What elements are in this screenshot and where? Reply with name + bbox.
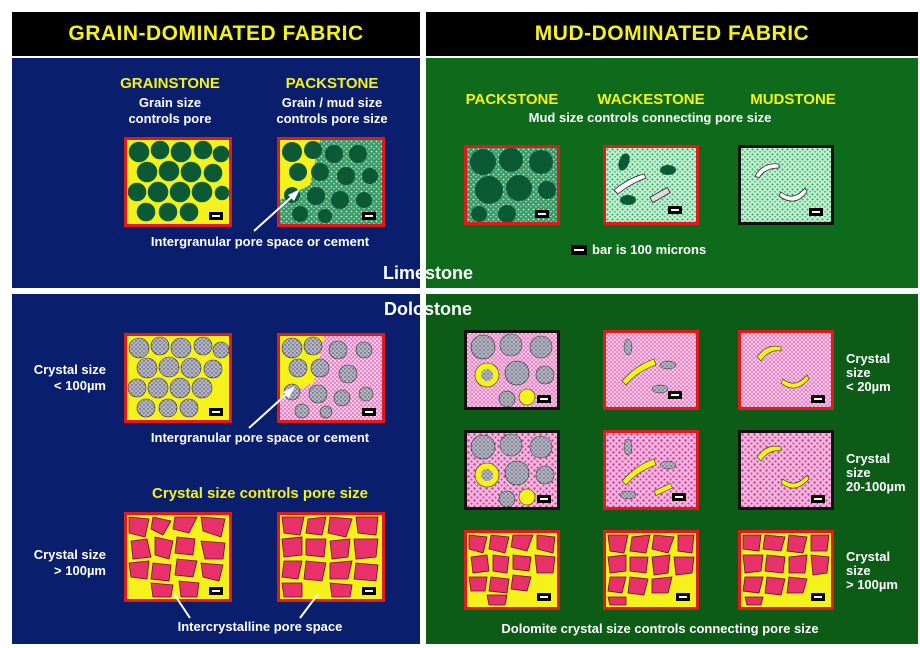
dolo-mud-packstone-fine <box>464 330 560 410</box>
dolo-packstone-illustration <box>280 336 382 420</box>
crystal-large-illustration-1 <box>127 515 229 599</box>
crystal-size-controls-caption: Crystal size controls pore size <box>152 485 368 502</box>
right-row3-label-1: Crystal <box>846 549 891 564</box>
dolo-mud-packstone-fine-illustration <box>467 333 557 407</box>
crystal-large-illustration-2 <box>280 515 382 599</box>
right-row3-label-2: size <box>846 563 871 578</box>
header-right-text: MUD-DOMINATED FABRIC <box>534 22 810 45</box>
wackestone-illustration <box>606 148 696 222</box>
grainstone-caption-2: controls pore <box>128 111 212 126</box>
packstone-right-title: PACKSTONE <box>465 91 559 108</box>
dolo-crystal-mudstone <box>738 530 834 610</box>
grainstone-title: GRAINSTONE <box>120 75 220 92</box>
packstone-mud-illustration <box>467 148 557 222</box>
dolo-grainstone-illustration <box>127 336 229 420</box>
dolo-wackestone-fine-illustration <box>606 333 696 407</box>
right-row2-label-1: Crystal <box>846 451 891 466</box>
dolomite-bottom-caption: Dolomite crystal size controls connectin… <box>501 621 819 636</box>
dolo-wackestone-fine <box>603 330 699 410</box>
dolo-mud-packstone-medium <box>464 430 560 510</box>
dolo-crystal-mudstone-illustration <box>741 533 831 607</box>
dolo-mudstone-medium-illustration <box>741 433 831 507</box>
left-row1-label-2: < 100µm <box>54 378 106 393</box>
header-left-text: GRAIN-DOMINATED FABRIC <box>68 22 364 45</box>
right-row1-label-1: Crystal <box>846 351 891 366</box>
right-row3-label-3: > 100µm <box>846 577 898 592</box>
intercrystalline-caption: Intercrystalline pore space <box>177 619 343 634</box>
dolo-crystal-wackestone <box>603 530 699 610</box>
dolo-wackestone-medium-illustration <box>606 433 696 507</box>
right-row2-label-2: size <box>846 465 871 480</box>
dolo-pore-pointer-arrow <box>248 386 295 429</box>
intercrystalline-pointer-arrows <box>173 593 319 619</box>
scale-caption: bar is 100 microns <box>592 242 707 257</box>
packstone-left-title: PACKSTONE <box>285 75 379 92</box>
dolo-mud-packstone-medium-illustration <box>467 433 557 507</box>
mudstone-illustration <box>741 148 831 222</box>
pore-pointer-arrow <box>253 189 300 232</box>
scale-bar-icon <box>571 245 587 255</box>
grainstone-sample <box>124 137 232 227</box>
packstone-left-caption-1: Grain / mud size <box>281 95 383 110</box>
dolo-mudstone-medium <box>738 430 834 510</box>
mudstone-title: MUDSTONE <box>750 91 836 108</box>
dolo-mudstone-fine <box>738 330 834 410</box>
left-row2-label-2: > 100µm <box>54 563 106 578</box>
intergranular-caption-dolostone: Intergranular pore space or cement <box>150 430 370 445</box>
dolostone-label: Dolostone <box>384 299 472 319</box>
grainstone-illustration <box>127 140 229 224</box>
header-grain-dominated: GRAIN-DOMINATED FABRIC <box>12 12 420 56</box>
dolo-packstone-sample <box>277 333 385 423</box>
wackestone-sample <box>603 145 699 225</box>
left-row2-label-1: Crystal size <box>33 547 106 562</box>
right-row1-label-3: < 20µm <box>846 379 891 394</box>
packstone-mud-sample <box>464 145 560 225</box>
dolo-crystal-packstone <box>464 530 560 610</box>
dolo-crystal-packstone-illustration <box>467 533 557 607</box>
dolo-wackestone-medium <box>603 430 699 510</box>
packstone-grain-mud-illustration <box>280 140 382 224</box>
header-mud-dominated: MUD-DOMINATED FABRIC <box>426 12 918 56</box>
grainstone-caption-1: Grain size <box>138 95 202 110</box>
crystal-large-sample-2 <box>277 512 385 602</box>
intergranular-caption-limestone: Intergranular pore space or cement <box>150 234 370 249</box>
dolo-crystal-wackestone-illustration <box>606 533 696 607</box>
mudstone-sample <box>738 145 834 225</box>
crystal-large-sample-1 <box>124 512 232 602</box>
right-row2-label-3: 20-100µm <box>846 479 906 494</box>
mud-size-caption: Mud size controls connecting pore size <box>528 110 772 125</box>
left-row1-label-1: Crystal size <box>33 362 106 377</box>
packstone-left-caption-2: controls pore size <box>276 111 388 126</box>
packstone-grain-mud-sample <box>277 137 385 227</box>
right-row1-label-2: size <box>846 365 871 380</box>
wackestone-title: WACKESTONE <box>597 91 705 108</box>
limestone-label: Limestone <box>382 263 474 283</box>
dolo-grainstone-sample <box>124 333 232 423</box>
dolo-mudstone-fine-illustration <box>741 333 831 407</box>
